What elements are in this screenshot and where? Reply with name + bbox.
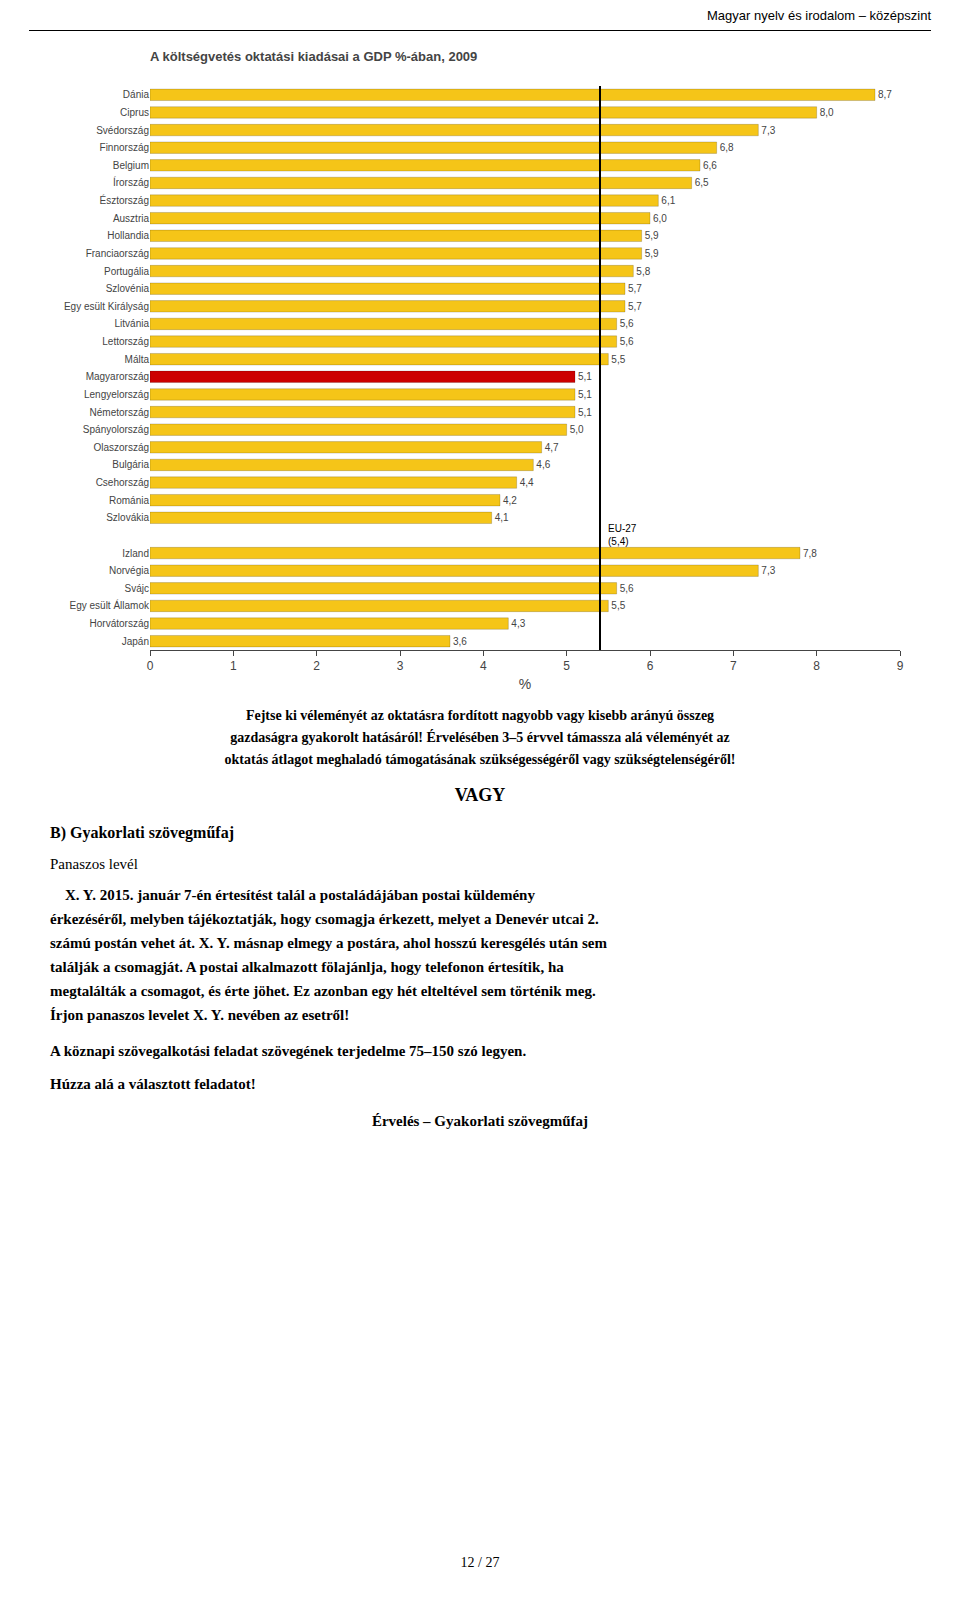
svg-text:5,9: 5,9 (645, 230, 659, 241)
html-text:X. Y. 2015. január 7-én értesí: X. Y. 2015. január 7-én értesítést talál… (50, 887, 535, 903)
svg-text:5,0: 5,0 (570, 424, 584, 435)
svg-text:4,6: 4,6 (536, 459, 550, 470)
svg-text:Csehország: Csehország (96, 477, 149, 488)
svg-text:2: 2 (313, 659, 320, 673)
svg-text:Spányolország: Spányolország (83, 424, 149, 435)
svg-text:5,7: 5,7 (628, 301, 642, 312)
svg-text:Japán: Japán (122, 636, 149, 647)
svg-text:7,3: 7,3 (761, 565, 775, 576)
html-text:számú postán vehet át. X. Y. m: számú postán vehet át. X. Y. másnap elme… (50, 935, 607, 951)
svg-text:Svédország: Svédország (96, 125, 149, 136)
html-text:A köznapi szövegalkotási felad: A köznapi szövegalkotási feladat szövegé… (50, 1043, 527, 1059)
svg-text:Litvánia: Litvánia (115, 318, 150, 329)
html-text:B) Gyakorlati szövegműfaj: B) Gyakorlati szövegműfaj (50, 824, 234, 841)
svg-text:0: 0 (147, 659, 154, 673)
html-text:Panaszos levél: Panaszos levél (50, 856, 138, 872)
svg-text:5,1: 5,1 (578, 389, 592, 400)
svg-text:Ausztria: Ausztria (113, 213, 150, 224)
svg-text:6,5: 6,5 (695, 177, 709, 188)
svg-text:Hollandia: Hollandia (107, 230, 149, 241)
svg-text:Románia: Románia (109, 495, 149, 506)
html-text:érkezéséről, melyben tájékozta: érkezéséről, melyben tájékoztatják, hogy… (50, 911, 599, 927)
svg-text:Egy esült Királyság: Egy esült Királyság (64, 301, 149, 312)
svg-text:Horvátország: Horvátország (90, 618, 149, 629)
html-text:Írjon panaszos levelet X. Y. n: Írjon panaszos levelet X. Y. nevében az … (50, 1007, 350, 1023)
svg-text:8,7: 8,7 (878, 89, 892, 100)
svg-text:A költségvetés oktatási kiadás: A költségvetés oktatási kiadásai a GDP %… (150, 49, 477, 64)
svg-text:Észtország: Észtország (100, 194, 149, 206)
html-text:Húzza alá a választott feladat: Húzza alá a választott feladatot! (50, 1076, 256, 1092)
svg-text:5,6: 5,6 (620, 583, 634, 594)
svg-text:8: 8 (813, 659, 820, 673)
svg-text:Szlovákia: Szlovákia (106, 512, 149, 523)
svg-text:Franciaország: Franciaország (86, 248, 149, 259)
html-text:oktatás átlagot meghaladó támo: oktatás átlagot meghaladó támogatásának … (224, 752, 736, 767)
svg-text:Portugália: Portugália (104, 266, 149, 277)
svg-text:Dánia: Dánia (123, 89, 150, 100)
svg-text:Belgium: Belgium (113, 160, 149, 171)
svg-text:1: 1 (230, 659, 237, 673)
html-text:Fejtse ki véleményét az oktatá: Fejtse ki véleményét az oktatásra fordít… (245, 708, 715, 723)
svg-text:6,1: 6,1 (661, 195, 675, 206)
svg-text:7,3: 7,3 (761, 125, 775, 136)
svg-text:Málta: Málta (125, 354, 150, 365)
svg-text:5,5: 5,5 (611, 600, 625, 611)
svg-text:EU-27(5,4): EU-27(5,4) (608, 523, 637, 547)
svg-text:4,2: 4,2 (503, 495, 517, 506)
svg-text:6: 6 (647, 659, 654, 673)
svg-text:5,8: 5,8 (636, 266, 650, 277)
svg-text:5,6: 5,6 (620, 336, 634, 347)
svg-text:4,4: 4,4 (520, 477, 534, 488)
svg-text:6,8: 6,8 (720, 142, 734, 153)
svg-text:Magyarország: Magyarország (86, 371, 149, 382)
svg-text:5,6: 5,6 (620, 318, 634, 329)
svg-text:5,7: 5,7 (628, 283, 642, 294)
html-text:12 / 27: 12 / 27 (460, 1555, 500, 1570)
svg-text:5: 5 (563, 659, 570, 673)
html-text:Érvelés – Gyakorlati szövegműf: Érvelés – Gyakorlati szövegműfaj (371, 1113, 589, 1129)
svg-text:Szlovénia: Szlovénia (106, 283, 150, 294)
svg-text:Lettország: Lettország (102, 336, 149, 347)
svg-text:Lengyelország: Lengyelország (84, 389, 149, 400)
html-text:Magyar nyelv és irodalom – köz: Magyar nyelv és irodalom – középszint (707, 8, 931, 23)
svg-text:5,1: 5,1 (578, 407, 592, 418)
html-text:VAGY: VAGY (454, 785, 506, 805)
svg-text:6,6: 6,6 (703, 160, 717, 171)
svg-text:3: 3 (397, 659, 404, 673)
svg-text:Bulgária: Bulgária (112, 459, 149, 470)
svg-text:Izland: Izland (122, 548, 149, 559)
svg-text:6,0: 6,0 (653, 213, 667, 224)
svg-text:Olaszország: Olaszország (93, 442, 149, 453)
html-text:megtalálták a csomagot, és ért: megtalálták a csomagot, és érte jöhet. E… (50, 983, 596, 999)
html-text:találják a csomagját. A postai: találják a csomagját. A postai alkalmazo… (50, 959, 564, 975)
svg-text:Írország: Írország (113, 176, 149, 188)
svg-text:5,1: 5,1 (578, 371, 592, 382)
svg-text:4,3: 4,3 (511, 618, 525, 629)
svg-text:Svájc: Svájc (125, 583, 149, 594)
svg-text:Németország: Németország (90, 407, 149, 418)
svg-text:4,7: 4,7 (545, 442, 559, 453)
svg-text:3,6: 3,6 (453, 636, 467, 647)
svg-text:9: 9 (897, 659, 904, 673)
svg-text:4,1: 4,1 (495, 512, 509, 523)
html-text:gazdaságra gyakorolt hatásáról: gazdaságra gyakorolt hatásáról! Érvelésé… (230, 730, 730, 745)
svg-text:Norvégia: Norvégia (109, 565, 149, 576)
svg-text:5,9: 5,9 (645, 248, 659, 259)
svg-text:7: 7 (730, 659, 737, 673)
svg-text:4: 4 (480, 659, 487, 673)
svg-text:7,8: 7,8 (803, 548, 817, 559)
svg-text:5,5: 5,5 (611, 354, 625, 365)
svg-text:Egy esült Államok: Egy esült Államok (70, 599, 150, 611)
svg-text:Ciprus: Ciprus (120, 107, 149, 118)
svg-text:8,0: 8,0 (820, 107, 834, 118)
svg-text:%: % (519, 676, 531, 692)
svg-text:Finnország: Finnország (100, 142, 149, 153)
